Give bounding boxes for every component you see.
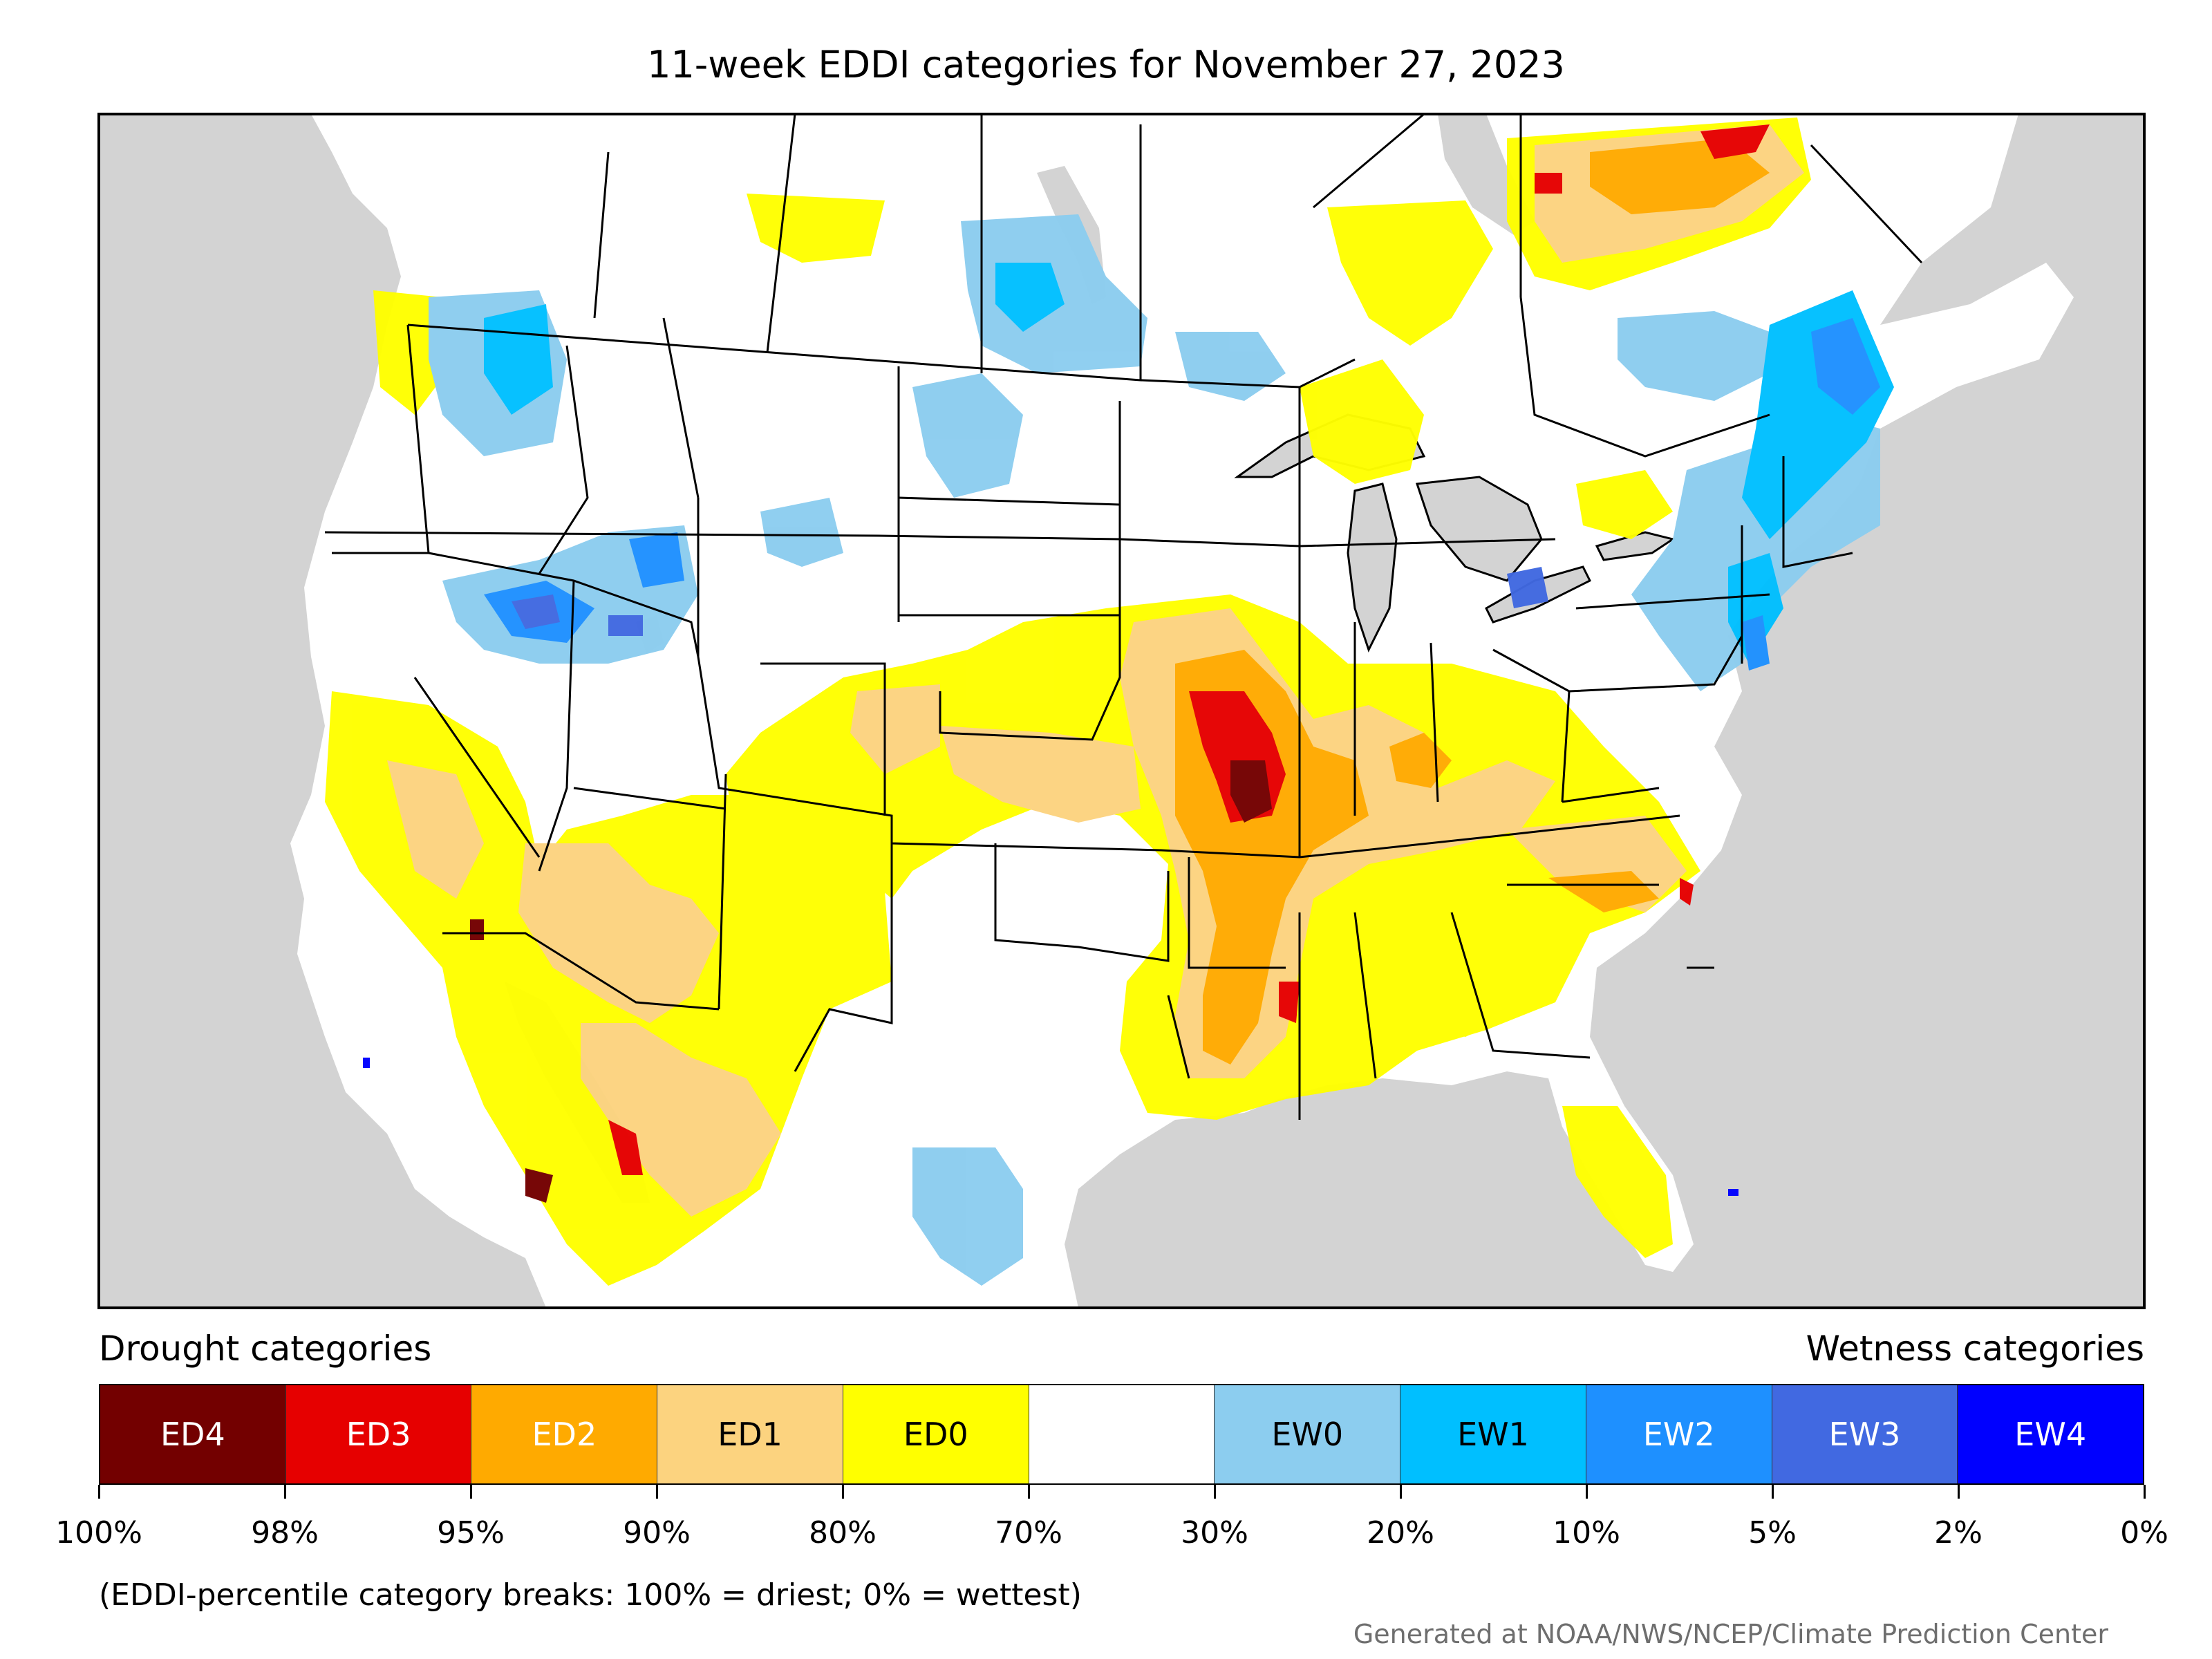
colorbar-tick	[1585, 1485, 1588, 1499]
colorbar-tick-label: 10%	[1553, 1515, 1620, 1550]
colorbar-cell-ed0: ED0	[843, 1385, 1029, 1483]
colorbar-tick-label: 80%	[809, 1515, 877, 1550]
colorbar-tick-label: 100%	[55, 1515, 142, 1550]
colorbar-tick	[97, 1485, 100, 1499]
eddi-map	[97, 113, 2146, 1309]
category-colorbar: ED4 ED3 ED2 ED1 ED0 EW0 EW1 EW2 EW3 EW4	[99, 1384, 2144, 1485]
colorbar-cell-normal	[1029, 1385, 1215, 1483]
noaa-credit: Generated at NOAA/NWS/NCEP/Climate Predi…	[1353, 1619, 2108, 1649]
colorbar-tick	[1027, 1485, 1030, 1499]
colorbar-cell-ed2: ED2	[471, 1385, 658, 1483]
colorbar-tick-label: 20%	[1367, 1515, 1434, 1550]
colorbar-cell-ed3: ED3	[285, 1385, 472, 1483]
colorbar-tick	[469, 1485, 472, 1499]
drought-categories-heading: Drought categories	[99, 1329, 432, 1369]
category-breaks-footnote: (EDDI-percentile category breaks: 100% =…	[99, 1577, 1082, 1613]
colorbar-cell-ed1: ED1	[657, 1385, 843, 1483]
wetness-categories-heading: Wetness categories	[1806, 1329, 2144, 1369]
lake-michigan	[1347, 482, 1398, 653]
colorbar-tick-label: 5%	[1748, 1515, 1797, 1550]
colorbar-tick-label: 70%	[995, 1515, 1062, 1550]
category-shading	[325, 118, 1894, 1286]
map-title: 11-week EDDI categories for November 27,…	[647, 43, 1565, 86]
colorbar-cell-ew3: EW3	[1772, 1385, 1958, 1483]
colorbar-tick	[283, 1485, 286, 1499]
state-boundaries	[324, 114, 1923, 1120]
colorbar-cell-ew0: EW0	[1215, 1385, 1401, 1483]
colorbar-cell-ew4: EW4	[1958, 1385, 2144, 1483]
colorbar-tick-label: 0%	[2120, 1515, 2168, 1550]
map-frame	[97, 113, 2146, 1309]
colorbar-tick-label: 2%	[1934, 1515, 1983, 1550]
colorbar-tick	[1771, 1485, 1774, 1499]
colorbar-cell-ed4: ED4	[100, 1385, 286, 1483]
colorbar-tick	[655, 1485, 658, 1499]
colorbar-tick	[1213, 1485, 1216, 1499]
colorbar-tick-label: 98%	[251, 1515, 319, 1550]
colorbar-tick	[841, 1485, 844, 1499]
colorbar-cell-ew1: EW1	[1400, 1385, 1586, 1483]
colorbar-tick-label: 95%	[437, 1515, 505, 1550]
lake-huron	[1415, 476, 1543, 582]
colorbar-cell-ew2: EW2	[1586, 1385, 1772, 1483]
colorbar-tick	[1399, 1485, 1402, 1499]
colorbar-tick-label: 90%	[623, 1515, 691, 1550]
colorbar-tick-label: 30%	[1181, 1515, 1248, 1550]
colorbar-tick	[2143, 1485, 2146, 1499]
colorbar-tick	[1957, 1485, 1960, 1499]
